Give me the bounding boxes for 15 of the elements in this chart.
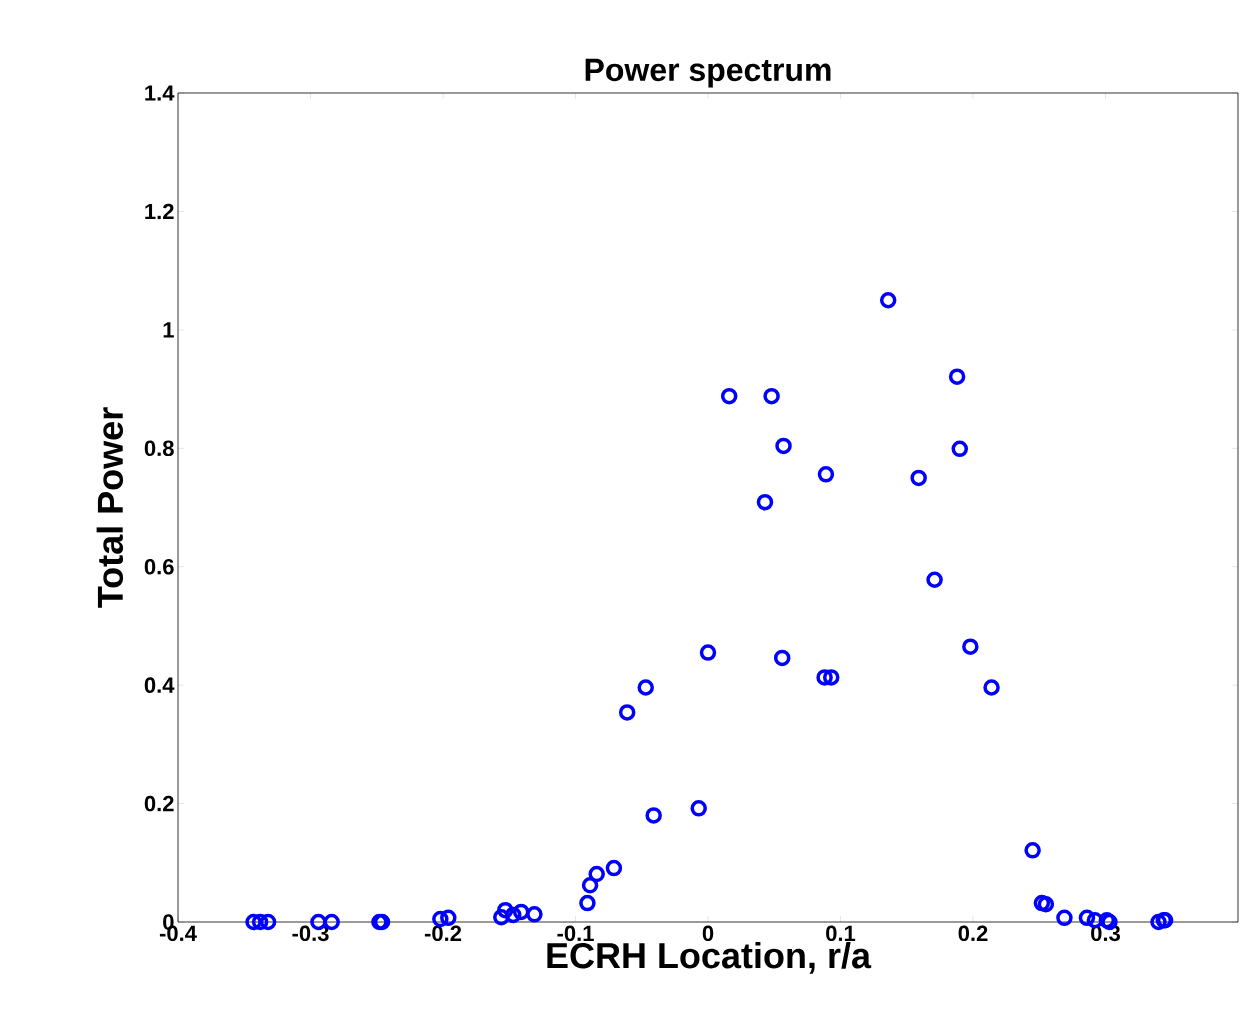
y-tick-label: 0.8 (144, 440, 174, 457)
x-tick-label: 0.2 (958, 925, 988, 942)
y-tick-label: 0.6 (144, 558, 174, 575)
x-tick-label: -0.1 (557, 925, 594, 942)
y-tick-label: 1.2 (145, 203, 174, 220)
chart-title: Power spectrum (585, 58, 831, 88)
x-tick-label: 0 (702, 925, 714, 942)
x-tick-label: 0.1 (826, 925, 856, 942)
y-axis-title: Total Power (96, 407, 124, 608)
x-axis-title: ECRH Location, r/a (547, 941, 872, 974)
y-tick-label: 1.4 (145, 85, 175, 101)
y-tick-label: 0.2 (144, 795, 174, 812)
x-tick-label: -0.2 (424, 925, 462, 942)
y-tick-label: 1 (163, 322, 174, 338)
y-tick-label: 0.4 (144, 677, 175, 693)
